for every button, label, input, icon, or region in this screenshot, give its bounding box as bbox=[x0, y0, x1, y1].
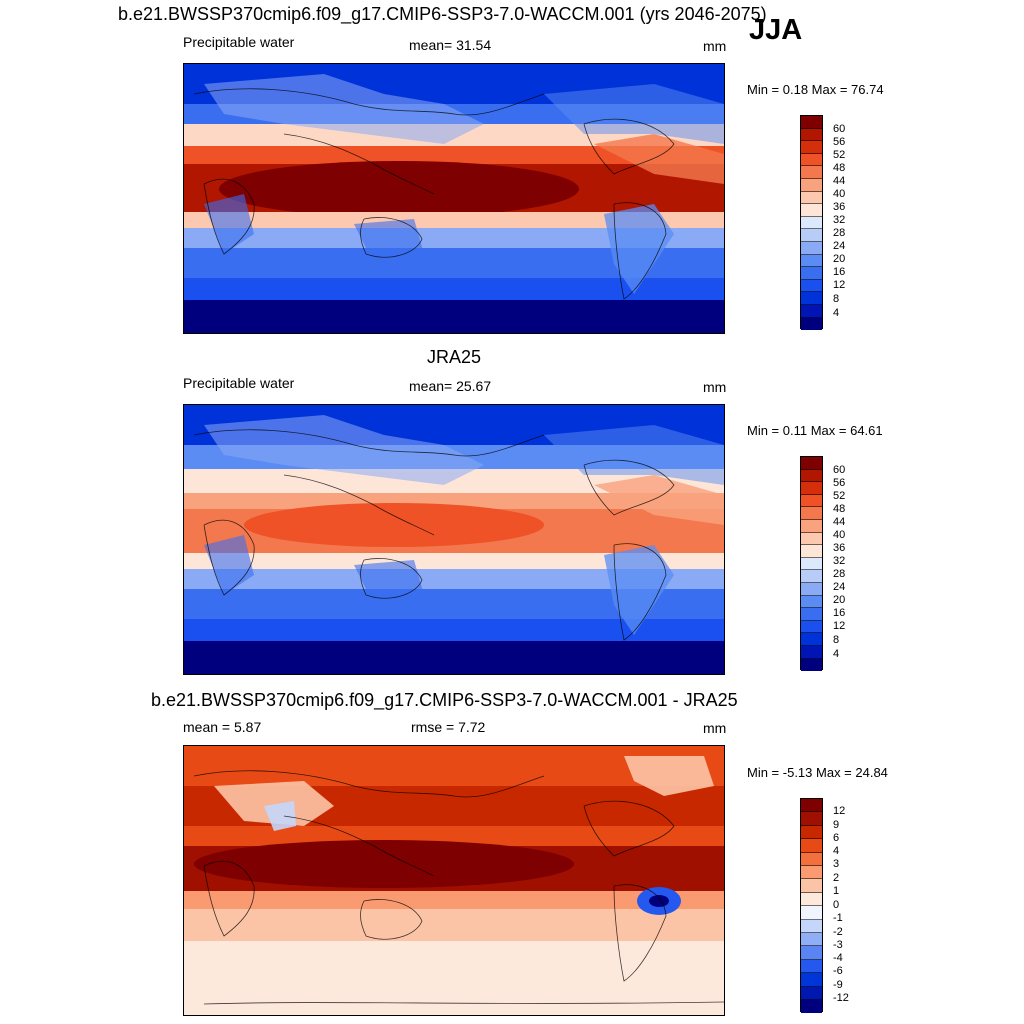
panel-3-mean-label: mean = 5.87 bbox=[183, 719, 262, 735]
colorbar-tick: 60 bbox=[833, 464, 846, 476]
colorbar-tick: -4 bbox=[833, 952, 843, 964]
season-label: JJA bbox=[749, 14, 803, 46]
panel-1-units-label: mm bbox=[703, 38, 727, 54]
colorbar-tick: 48 bbox=[833, 162, 846, 174]
colorbar-tick: 4 bbox=[833, 845, 840, 857]
colorbar-tick: 12 bbox=[833, 805, 846, 817]
colorbar-tick: 52 bbox=[833, 490, 846, 502]
panel-3-title: b.e21.BWSSP370cmip6.f09_g17.CMIP6-SSP3-7… bbox=[151, 690, 738, 710]
colorbar-tick: 24 bbox=[833, 581, 846, 593]
colorbar-tick: 32 bbox=[833, 214, 846, 226]
colorbar-tick: 52 bbox=[833, 149, 846, 161]
colorbar-tick: -3 bbox=[833, 939, 843, 951]
colorbar-tick: 28 bbox=[833, 227, 846, 239]
colorbar-tick: 1 bbox=[833, 885, 840, 897]
colorbar-tick: 16 bbox=[833, 266, 846, 278]
colorbar-tick: 40 bbox=[833, 529, 846, 541]
colorbar-tick: 8 bbox=[833, 634, 840, 646]
panel-3-map-svg bbox=[184, 746, 724, 1015]
colorbar-tick: 4 bbox=[833, 307, 840, 319]
panel-2-map bbox=[183, 404, 725, 675]
panel-1-colorbar bbox=[800, 115, 823, 330]
panel-3-minmax-label: Min = -5.13 Max = 24.84 bbox=[747, 765, 888, 780]
panel-1-map bbox=[183, 63, 725, 334]
colorbar-tick: 44 bbox=[833, 516, 846, 528]
colorbar-tick: 20 bbox=[833, 253, 846, 265]
colorbar-tick: 16 bbox=[833, 607, 846, 619]
panel-2-variable-label: Precipitable water bbox=[183, 375, 295, 391]
panel-3-units-label: mm bbox=[703, 720, 727, 736]
colorbar-tick: 24 bbox=[833, 240, 846, 252]
panel-2-title: JRA25 bbox=[427, 347, 482, 367]
panel-2-map-svg bbox=[184, 405, 724, 674]
colorbar-tick: 60 bbox=[833, 123, 846, 135]
colorbar-tick: -9 bbox=[833, 979, 843, 991]
panel-1-title: b.e21.BWSSP370cmip6.f09_g17.CMIP6-SSP3-7… bbox=[118, 4, 767, 24]
colorbar-tick: 48 bbox=[833, 503, 846, 515]
colorbar-tick: -6 bbox=[833, 965, 843, 977]
panel-3-rmse-label: rmse = 7.72 bbox=[411, 719, 486, 735]
colorbar-tick: 56 bbox=[833, 477, 846, 489]
panel-1-mean-label: mean= 31.54 bbox=[409, 37, 492, 53]
colorbar-tick: 36 bbox=[833, 201, 846, 213]
colorbar-tick: 0 bbox=[833, 899, 840, 911]
panel-2-colorbar bbox=[800, 456, 823, 671]
colorbar-tick: 9 bbox=[833, 819, 840, 831]
colorbar-tick: 8 bbox=[833, 293, 840, 305]
colorbar-tick: 2 bbox=[833, 872, 840, 884]
panel-1-variable-label: Precipitable water bbox=[183, 34, 295, 50]
panel-1-map-svg bbox=[184, 64, 724, 333]
panel-2-units-label: mm bbox=[703, 379, 727, 395]
colorbar-tick: 40 bbox=[833, 188, 846, 200]
colorbar-tick: 20 bbox=[833, 594, 846, 606]
colorbar-tick: -2 bbox=[833, 926, 843, 938]
colorbar-tick: -12 bbox=[833, 992, 849, 1004]
colorbar-tick: 32 bbox=[833, 555, 846, 567]
colorbar-tick: 28 bbox=[833, 568, 846, 580]
colorbar-tick: 6 bbox=[833, 832, 840, 844]
panel-3-colorbar bbox=[800, 798, 823, 1013]
colorbar-tick: 36 bbox=[833, 542, 846, 554]
panel-2-mean-label: mean= 25.67 bbox=[409, 378, 492, 394]
colorbar-tick: 12 bbox=[833, 620, 846, 632]
panel-1-minmax-label: Min = 0.18 Max = 76.74 bbox=[747, 82, 884, 97]
panel-3-map bbox=[183, 745, 725, 1016]
colorbar-tick: 12 bbox=[833, 279, 846, 291]
colorbar-tick: -1 bbox=[833, 912, 843, 924]
colorbar-tick: 44 bbox=[833, 175, 846, 187]
colorbar-tick: 4 bbox=[833, 648, 840, 660]
colorbar-tick: 3 bbox=[833, 858, 840, 870]
colorbar-tick: 56 bbox=[833, 136, 846, 148]
panel-2-minmax-label: Min = 0.11 Max = 64.61 bbox=[747, 423, 883, 438]
